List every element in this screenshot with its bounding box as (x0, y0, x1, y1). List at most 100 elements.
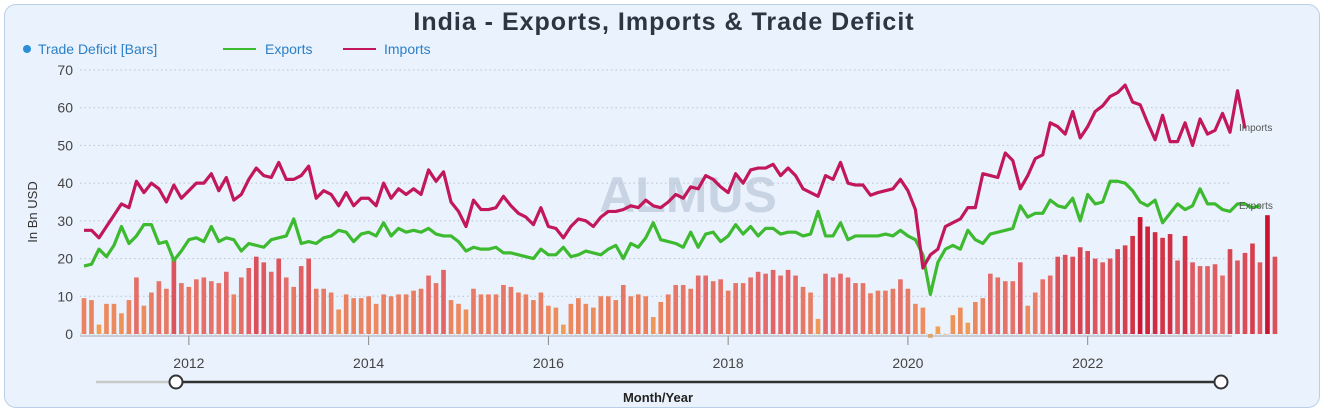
deficit-bar[interactable] (1205, 266, 1210, 334)
deficit-bar[interactable] (1160, 237, 1165, 334)
deficit-bar[interactable] (1017, 262, 1023, 334)
deficit-bar[interactable] (568, 303, 574, 334)
deficit-bar[interactable] (1152, 232, 1158, 334)
deficit-bar[interactable] (950, 315, 956, 334)
deficit-bar[interactable] (111, 303, 117, 334)
deficit-bar[interactable] (1070, 256, 1076, 334)
legend-label-imports[interactable]: Imports (384, 41, 431, 57)
deficit-bar[interactable] (1242, 252, 1248, 334)
deficit-bar[interactable] (516, 292, 521, 334)
deficit-bar[interactable] (1100, 262, 1105, 334)
deficit-bar[interactable] (920, 307, 926, 334)
deficit-bar[interactable] (658, 301, 664, 334)
deficit-bar[interactable] (583, 303, 589, 334)
deficit-bar[interactable] (486, 294, 491, 334)
deficit-bar[interactable] (785, 269, 791, 334)
deficit-bar[interactable] (448, 300, 454, 334)
legend-label-deficit[interactable]: Trade Deficit [Bars] (38, 41, 157, 57)
deficit-bar[interactable] (523, 294, 529, 334)
deficit-bar[interactable] (815, 318, 821, 334)
deficit-bar[interactable] (501, 284, 506, 334)
deficit-bar[interactable] (628, 296, 634, 334)
deficit-bar[interactable] (1025, 305, 1031, 334)
deficit-bar[interactable] (1175, 260, 1180, 334)
slider-start-handle[interactable] (168, 374, 184, 390)
deficit-bar[interactable] (1062, 254, 1068, 334)
deficit-bar[interactable] (388, 296, 394, 334)
deficit-bar[interactable] (1130, 235, 1135, 334)
deficit-bar[interactable] (441, 269, 446, 334)
deficit-bar[interactable] (763, 273, 768, 334)
deficit-bar[interactable] (246, 268, 252, 334)
deficit-bar[interactable] (703, 275, 708, 334)
deficit-bar[interactable] (748, 277, 753, 334)
deficit-bar[interactable] (913, 303, 918, 334)
deficit-bar[interactable] (194, 279, 199, 334)
deficit-bar[interactable] (201, 277, 207, 334)
deficit-bar[interactable] (553, 307, 559, 334)
deficit-bar[interactable] (306, 258, 312, 334)
deficit-bar[interactable] (673, 284, 679, 334)
deficit-bar[interactable] (546, 305, 551, 334)
deficit-bar[interactable] (1047, 275, 1053, 334)
deficit-bar[interactable] (268, 271, 274, 334)
deficit-bar[interactable] (209, 281, 214, 334)
deficit-bar[interactable] (433, 283, 439, 334)
deficit-bar[interactable] (1077, 247, 1083, 334)
deficit-bar[interactable] (223, 271, 229, 334)
deficit-bar[interactable] (186, 286, 192, 334)
deficit-bar[interactable] (1250, 243, 1255, 334)
deficit-bar[interactable] (635, 294, 641, 334)
deficit-bar[interactable] (141, 305, 147, 334)
deficit-bar[interactable] (800, 286, 806, 334)
deficit-bar[interactable] (1272, 256, 1278, 334)
deficit-bar[interactable] (665, 294, 671, 334)
deficit-bar[interactable] (823, 273, 828, 334)
deficit-bar[interactable] (351, 298, 356, 334)
deficit-bar[interactable] (935, 326, 941, 334)
deficit-bar[interactable] (261, 262, 267, 334)
deficit-bar[interactable] (276, 258, 282, 334)
deficit-bar[interactable] (898, 279, 903, 334)
deficit-bar[interactable] (710, 281, 716, 334)
deficit-bar[interactable] (853, 283, 858, 334)
deficit-bar[interactable] (156, 281, 162, 334)
deficit-bar[interactable] (845, 277, 851, 334)
deficit-bar[interactable] (875, 290, 881, 334)
deficit-bar[interactable] (531, 300, 536, 334)
deficit-bar[interactable] (868, 293, 873, 334)
deficit-bar[interactable] (1085, 251, 1090, 334)
deficit-bar[interactable] (216, 283, 222, 334)
deficit-bar[interactable] (426, 275, 431, 334)
deficit-bar[interactable] (298, 266, 304, 334)
deficit-bar[interactable] (1145, 226, 1150, 334)
deficit-bar[interactable] (1137, 217, 1143, 334)
deficit-bar[interactable] (980, 298, 986, 334)
deficit-bar[interactable] (740, 283, 746, 334)
deficit-bar[interactable] (396, 294, 401, 334)
deficit-bar[interactable] (471, 288, 476, 334)
slider-end-handle[interactable] (1213, 374, 1229, 390)
deficit-bar[interactable] (126, 300, 132, 334)
deficit-bar[interactable] (89, 300, 94, 334)
deficit-bar[interactable] (987, 273, 993, 334)
deficit-bar[interactable] (321, 288, 326, 334)
deficit-bar[interactable] (238, 277, 244, 334)
deficit-bar[interactable] (253, 256, 259, 334)
deficit-bar[interactable] (1055, 256, 1061, 334)
deficit-bar[interactable] (171, 258, 177, 334)
deficit-bar[interactable] (119, 313, 124, 334)
deficit-bar[interactable] (164, 288, 169, 334)
deficit-bar[interactable] (650, 317, 656, 334)
deficit-bar[interactable] (231, 294, 237, 334)
deficit-bar[interactable] (591, 307, 596, 334)
deficit-bar[interactable] (605, 296, 611, 334)
deficit-bar[interactable] (179, 283, 184, 334)
exports-line[interactable] (83, 179, 1261, 296)
deficit-bar[interactable] (613, 300, 619, 334)
deficit-bar[interactable] (838, 273, 843, 334)
deficit-bar[interactable] (81, 298, 87, 334)
deficit-bar[interactable] (1227, 249, 1233, 334)
range-slider[interactable] (96, 374, 1229, 390)
deficit-bar[interactable] (1265, 215, 1270, 334)
